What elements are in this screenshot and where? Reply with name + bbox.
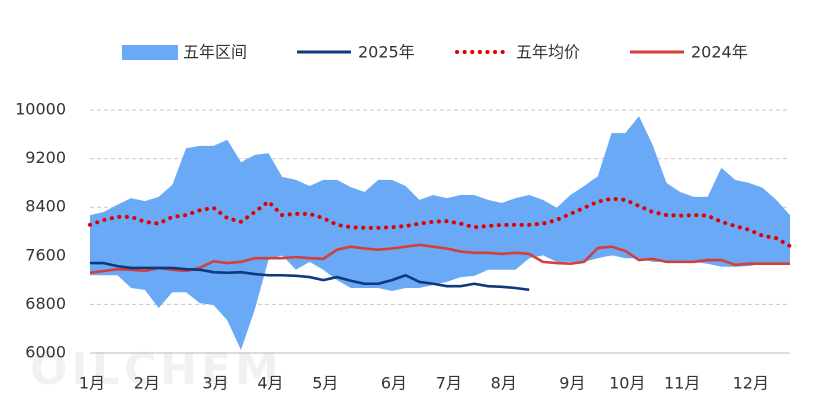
- x-tick-label: 2月: [134, 374, 160, 393]
- y-tick-label: 10000: [15, 100, 66, 119]
- legend-label: 2025年: [358, 43, 415, 62]
- x-tick-label: 12月: [733, 374, 769, 393]
- y-tick-label: 6000: [25, 343, 66, 362]
- x-tick-label: 11月: [664, 374, 700, 393]
- x-tick-label: 4月: [257, 374, 283, 393]
- legend-label: 2024年: [691, 43, 748, 62]
- legend-swatch: [122, 45, 178, 60]
- series-line: [89, 243, 790, 275]
- x-tick-label: 10月: [609, 374, 645, 393]
- y-tick-label: 6800: [25, 294, 66, 313]
- x-tick-label: 3月: [202, 374, 228, 393]
- series-line: [90, 261, 530, 292]
- series-dotted-line: [88, 196, 792, 249]
- legend-label: 五年均价: [516, 43, 580, 62]
- x-tick-label: 5月: [312, 374, 338, 393]
- x-tick-label: 6月: [381, 374, 407, 393]
- y-tick-label: 8400: [25, 197, 66, 216]
- x-tick-label: 7月: [436, 374, 462, 393]
- y-tick-label: 7600: [25, 245, 66, 264]
- x-tick-label: 9月: [559, 374, 585, 393]
- x-tick-label: 1月: [79, 374, 105, 393]
- y-tick-label: 9200: [25, 148, 66, 167]
- legend-label: 五年区间: [183, 43, 247, 62]
- x-tick-label: 8月: [491, 374, 517, 393]
- range-band: [90, 116, 790, 350]
